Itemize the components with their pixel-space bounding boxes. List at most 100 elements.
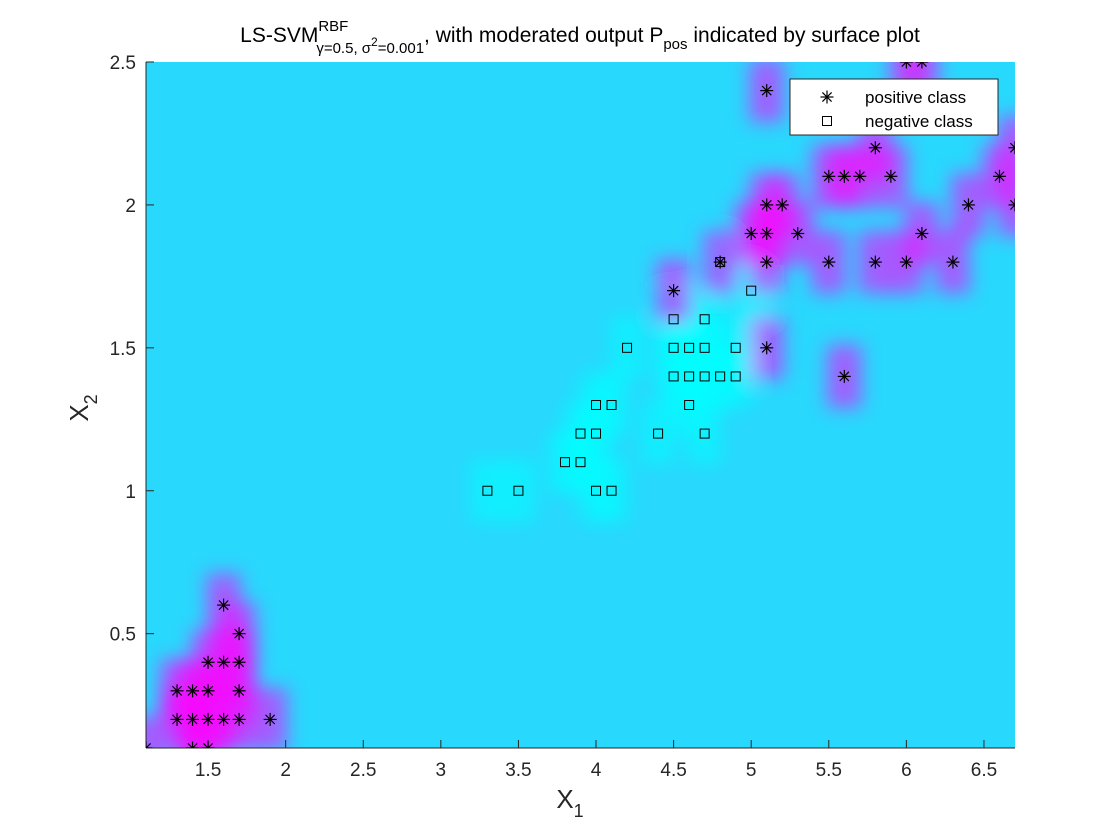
positive-point [186,741,200,748]
negative-point [591,400,602,410]
negative-point [699,428,710,439]
positive-point [915,227,929,240]
negative-point [482,485,493,496]
positive-point [961,198,975,212]
positive-point [201,712,215,726]
negative-point [668,371,679,382]
negative-point [591,428,602,439]
positive-point [217,598,231,612]
x-ticks: 1.5 2 2.5 3 3.5 4 4.5 5 5.5 6 6.5 [195,740,997,781]
positive-point [1008,198,1015,212]
negative-point [699,342,710,353]
negative-point [730,371,741,382]
positive-point [837,369,851,383]
positive-point [1008,141,1015,155]
x-tick-label: 2.5 [350,760,376,781]
positive-point [232,712,246,726]
positive-point [992,169,1006,183]
positive-point [217,712,231,726]
x-tick-label: 6 [901,760,912,781]
y-ticks: 0.5 1 1.5 2 2.5 [110,53,154,646]
x-tick-label: 5 [746,760,757,781]
positive-point [868,141,882,155]
negative-point [699,314,710,325]
negative-point [746,285,757,296]
x-tick-label: 1.5 [195,760,221,781]
x-axis-label: X1 [556,784,583,821]
y-tick-label: 0.5 [110,625,136,646]
positive-point [946,255,960,269]
legend-positive-symbol [820,90,834,104]
positive-point [775,198,789,212]
negative-point [575,428,586,439]
positive-point [853,169,867,183]
positive-point [760,198,774,212]
legend-negative-label: negative class [865,112,973,131]
surface-negative-blob [641,402,676,466]
positive-point [232,627,246,641]
x-tick-label: 6.5 [971,760,997,781]
negative-point [668,342,679,353]
data-markers [146,62,1015,748]
x-tick-label: 4.5 [660,760,686,781]
surface-positive-blob [146,716,164,748]
surface-negative-blob [501,459,536,523]
legend: positive class negative class [789,78,999,136]
positive-point [201,741,215,748]
negative-point [684,342,695,353]
positive-point [899,255,913,269]
negative-point [606,485,617,496]
legend-square-marker [822,116,832,126]
surface-negative-blob [718,316,753,380]
y-tick-label: 2 [125,196,136,217]
positive-point [232,655,246,669]
y-tick-label: 1.5 [110,339,136,360]
positive-point [201,655,215,669]
positive-point [146,741,153,748]
negative-point [668,314,679,325]
positive-point [899,62,913,69]
positive-point [760,84,774,98]
positive-point [837,169,851,183]
positive-point [822,169,836,183]
negative-point [715,371,726,382]
legend-positive-label: positive class [865,88,966,107]
negative-point [699,371,710,382]
positive-point [760,227,774,240]
positive-point [915,62,929,69]
positive-point [263,712,277,726]
positive-point [744,227,758,240]
legend-negative-symbol [822,116,832,126]
surface-negative-blob [594,459,629,523]
negative-point [606,400,617,410]
y-tick-label: 1 [125,482,136,503]
positive-point [760,341,774,355]
negative-point [653,428,664,439]
negative-point [730,342,741,353]
surface-negative-blob [609,316,645,380]
positive-point [170,684,184,698]
negative-point [513,485,524,496]
x-tick-label: 5.5 [816,760,842,781]
positive-point [201,684,215,698]
negative-point [591,485,602,496]
chart-title: LS-SVMRBF γ=0.5, σ2=0.001, with moderated… [240,18,920,57]
positive-point [217,655,231,669]
x-tick-label: 4 [591,760,602,781]
positive-point [791,227,805,240]
positive-point [868,255,882,269]
positive-point [186,684,200,698]
positive-point [186,712,200,726]
negative-point [715,257,726,268]
x-tick-label: 3.5 [505,760,531,781]
x-tick-label: 2 [280,760,291,781]
negative-point [684,371,695,382]
negative-point [622,342,633,353]
positive-point [822,255,836,269]
negative-point [684,400,695,410]
surface-negative-blob [470,459,505,523]
x-tick-label: 3 [436,760,447,781]
surface-positive-blob [997,116,1015,180]
positive-point [232,684,246,698]
